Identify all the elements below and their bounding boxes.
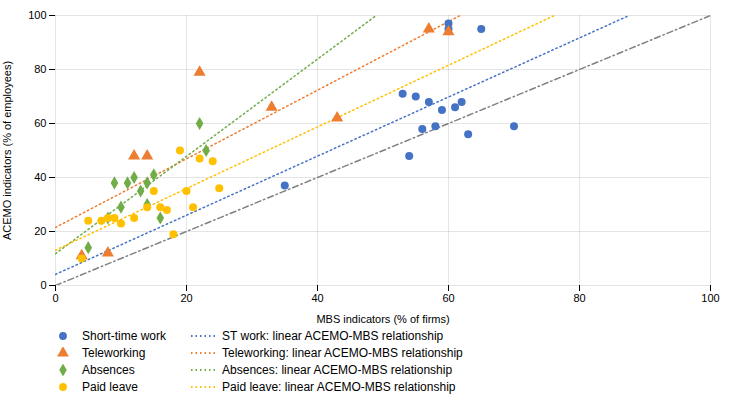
html-text:Teleworking: linear ACEMO-MBS: Teleworking: linear ACEMO-MBS relationsh… <box>222 346 463 360</box>
svg-text:20: 20 <box>34 225 46 237</box>
svg-text:40: 40 <box>34 171 46 183</box>
svg-text:MBS indicators (% of firms): MBS indicators (% of firms) <box>316 313 449 325</box>
svg-text:60: 60 <box>442 292 454 304</box>
svg-text:100: 100 <box>28 9 46 21</box>
html-text:Absences: Absences <box>82 363 135 377</box>
svg-text:20: 20 <box>180 292 192 304</box>
html-text:Teleworking: Teleworking <box>82 346 146 360</box>
html-text:ST work: linear ACEMO-MBS rela: ST work: linear ACEMO-MBS relationship <box>222 329 444 343</box>
svg-text:0: 0 <box>52 292 58 304</box>
html-text:Short-time work: Short-time work <box>82 329 166 343</box>
svg-text:60: 60 <box>34 117 46 129</box>
svg-text:0: 0 <box>40 279 46 291</box>
html-text:Paid leave: Paid leave <box>82 380 138 394</box>
svg-text:ACEMO indicators (% of employe: ACEMO indicators (% of employees) <box>1 61 13 240</box>
svg-text:100: 100 <box>701 292 719 304</box>
html-text:Paid leave: linear ACEMO-MBS r: Paid leave: linear ACEMO-MBS relationshi… <box>222 380 456 394</box>
svg-text:80: 80 <box>34 63 46 75</box>
svg-text:40: 40 <box>311 292 323 304</box>
svg-text:80: 80 <box>573 292 585 304</box>
html-text:Absences: linear ACEMO-MBS rel: Absences: linear ACEMO-MBS relationship <box>222 363 453 377</box>
